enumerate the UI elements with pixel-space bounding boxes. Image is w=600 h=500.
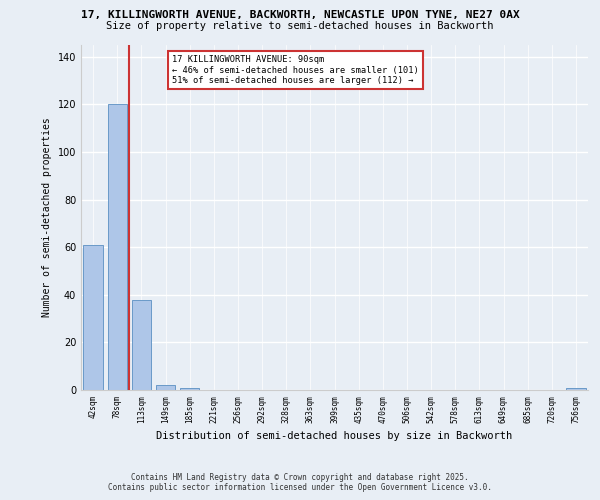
Text: 17, KILLINGWORTH AVENUE, BACKWORTH, NEWCASTLE UPON TYNE, NE27 0AX: 17, KILLINGWORTH AVENUE, BACKWORTH, NEWC… xyxy=(80,10,520,20)
Y-axis label: Number of semi-detached properties: Number of semi-detached properties xyxy=(42,118,52,318)
Bar xyxy=(156,385,175,390)
Bar xyxy=(132,300,151,390)
Bar xyxy=(83,245,103,390)
X-axis label: Distribution of semi-detached houses by size in Backworth: Distribution of semi-detached houses by … xyxy=(157,431,512,441)
Text: 17 KILLINGWORTH AVENUE: 90sqm
← 46% of semi-detached houses are smaller (101)
51: 17 KILLINGWORTH AVENUE: 90sqm ← 46% of s… xyxy=(172,56,419,85)
Text: Size of property relative to semi-detached houses in Backworth: Size of property relative to semi-detach… xyxy=(106,21,494,31)
Bar xyxy=(107,104,127,390)
Bar xyxy=(566,388,586,390)
Text: Contains HM Land Registry data © Crown copyright and database right 2025.
Contai: Contains HM Land Registry data © Crown c… xyxy=(108,473,492,492)
Bar xyxy=(180,388,199,390)
